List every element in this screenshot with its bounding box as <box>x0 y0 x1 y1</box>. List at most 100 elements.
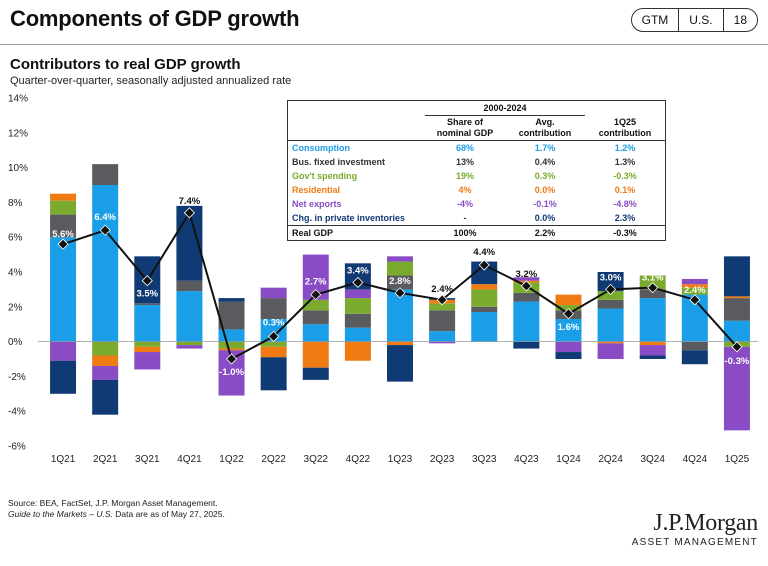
bar-segment-consumption <box>429 331 456 342</box>
bar-segment-residential <box>639 341 666 346</box>
x-tick-label: 4Q22 <box>346 454 371 465</box>
table-cell-share: 68% <box>455 143 474 153</box>
bar-segment-business <box>681 341 708 351</box>
bar-segment-government <box>134 341 161 347</box>
bar-segment-residential <box>471 284 498 290</box>
bar-segment-net_exports <box>176 345 203 349</box>
bar-segment-government <box>50 200 77 215</box>
bar-segment-residential <box>50 193 77 201</box>
bar-segment-business <box>344 313 371 328</box>
gdp-data-label: 3.0% <box>600 272 622 283</box>
x-tick-label: 1Q22 <box>219 454 244 465</box>
table-row: Bus. fixed investment 13% 0.4% 1.3% <box>288 155 665 169</box>
gdp-data-label: 2.8% <box>389 276 411 287</box>
contribution-table: 2000-2024 Share of nominal GDP Avg. cont… <box>287 100 666 241</box>
bar-segment-consumption <box>260 318 287 342</box>
table-row-label: Gov't spending <box>292 171 358 181</box>
gdp-marker <box>57 238 69 250</box>
bar-segment-residential <box>681 284 708 288</box>
bar-segment-government <box>260 341 287 347</box>
bar-segment-net_exports <box>134 352 161 370</box>
bar-segment-residential <box>302 341 329 368</box>
bar-segment-consumption <box>134 305 161 342</box>
bar-segment-inventories <box>597 272 624 292</box>
table-total-quarter: -0.3% <box>585 225 665 240</box>
gdp-data-label: 2.4% <box>684 285 706 296</box>
gdp-data-label: 6.4% <box>94 212 116 223</box>
x-tick-label: 3Q24 <box>640 454 665 465</box>
gdp-marker <box>520 280 532 292</box>
table-cell-avg: 0.0% <box>534 185 556 195</box>
bar-segment-government <box>555 305 582 311</box>
gdp-data-label: 3.5% <box>136 289 158 300</box>
gdp-marker <box>99 224 111 236</box>
x-tick-label: 2Q21 <box>93 454 118 465</box>
bar-segment-business <box>218 301 245 330</box>
bar-segment-net_exports <box>387 256 413 262</box>
gdp-marker <box>183 207 195 219</box>
gdp-data-label: -0.3% <box>725 356 750 367</box>
bar-segment-government <box>681 287 708 295</box>
bar-segment-government <box>471 289 498 307</box>
y-tick-label: 8% <box>8 198 23 209</box>
logo-wordmark: J.P.Morgan <box>653 510 758 536</box>
table-cell-share: 4% <box>458 185 472 195</box>
gdp-marker <box>605 283 617 295</box>
table-cell-avg: -0.1% <box>533 199 557 209</box>
header-badges: GTM U.S. 18 <box>630 8 758 32</box>
table-total-avg: 2.2% <box>505 225 585 240</box>
table-col-avg: Avg. contribution <box>505 115 585 141</box>
source-line: Source: BEA, FactSet, J.P. Morgan Asset … <box>8 498 218 508</box>
bar-segment-net_exports <box>344 289 371 299</box>
table-row: Consumption 68% 1.7% 1.2% <box>288 141 665 156</box>
y-tick-label: 14% <box>8 94 28 105</box>
chart-subtitle: Quarter-over-quarter, seasonally adjuste… <box>10 75 292 87</box>
source-guide-title: Guide to the Markets – U.S. <box>8 509 113 519</box>
bar-segment-inventories <box>681 350 708 365</box>
gdp-marker <box>562 308 575 320</box>
gdp-data-label: 2.7% <box>305 277 327 288</box>
bar-segment-consumption <box>555 318 582 342</box>
badge-gtm: GTM <box>641 13 669 27</box>
source-note: Source: BEA, FactSet, J.P. Morgan Asset … <box>8 498 225 520</box>
y-tick-label: 4% <box>8 268 23 279</box>
table-row-label: Consumption <box>292 143 350 153</box>
y-tick-label: 2% <box>8 302 23 313</box>
x-tick-label: 1Q23 <box>388 454 413 465</box>
bar-segment-residential <box>218 348 245 351</box>
bar-segment-business <box>50 214 77 238</box>
table-total-share: 100% <box>425 225 505 240</box>
x-tick-label: 4Q21 <box>177 454 202 465</box>
logo-subtitle: ASSET MANAGEMENT <box>631 537 758 548</box>
gdp-marker <box>141 275 153 287</box>
bar-segment-consumption <box>597 308 624 342</box>
bar-segment-consumption <box>471 312 498 342</box>
bar-segment-consumption <box>176 291 203 342</box>
gdp-data-label: 5.6% <box>52 229 74 240</box>
bar-segment-inventories <box>723 256 750 297</box>
y-tick-label: 0% <box>8 337 23 348</box>
bar-segment-business <box>92 164 119 185</box>
bar-segment-net_exports <box>597 343 624 359</box>
gdp-data-label: 3.1% <box>642 273 664 284</box>
bar-segment-net_exports <box>50 341 77 361</box>
bar-segment-residential <box>344 341 371 361</box>
table-cell-quarter: 1.2% <box>614 143 636 153</box>
table-cell-avg: 0.0% <box>534 213 556 223</box>
gdp-data-label: 2.4% <box>431 284 453 295</box>
table-row-label: Net exports <box>292 199 342 209</box>
table-cell-avg: 0.3% <box>534 171 556 181</box>
bar-segment-government <box>387 261 413 276</box>
table-cell-quarter: 0.1% <box>614 185 636 195</box>
x-tick-label: 1Q25 <box>725 454 750 465</box>
y-tick-label: -2% <box>8 372 26 383</box>
x-tick-label: 4Q24 <box>683 454 708 465</box>
bar-segment-residential <box>134 346 161 353</box>
table-cell-avg: 1.7% <box>534 143 556 153</box>
table-row: Net exports -4% -0.1% -4.8% <box>288 197 665 211</box>
bar-segment-net_exports <box>92 365 119 380</box>
chart-title: Contributors to real GDP growth <box>10 56 241 73</box>
gdp-data-label: 0.3% <box>263 317 285 328</box>
gdp-data-label: 1.6% <box>558 322 580 333</box>
bar-segment-business <box>471 306 498 313</box>
